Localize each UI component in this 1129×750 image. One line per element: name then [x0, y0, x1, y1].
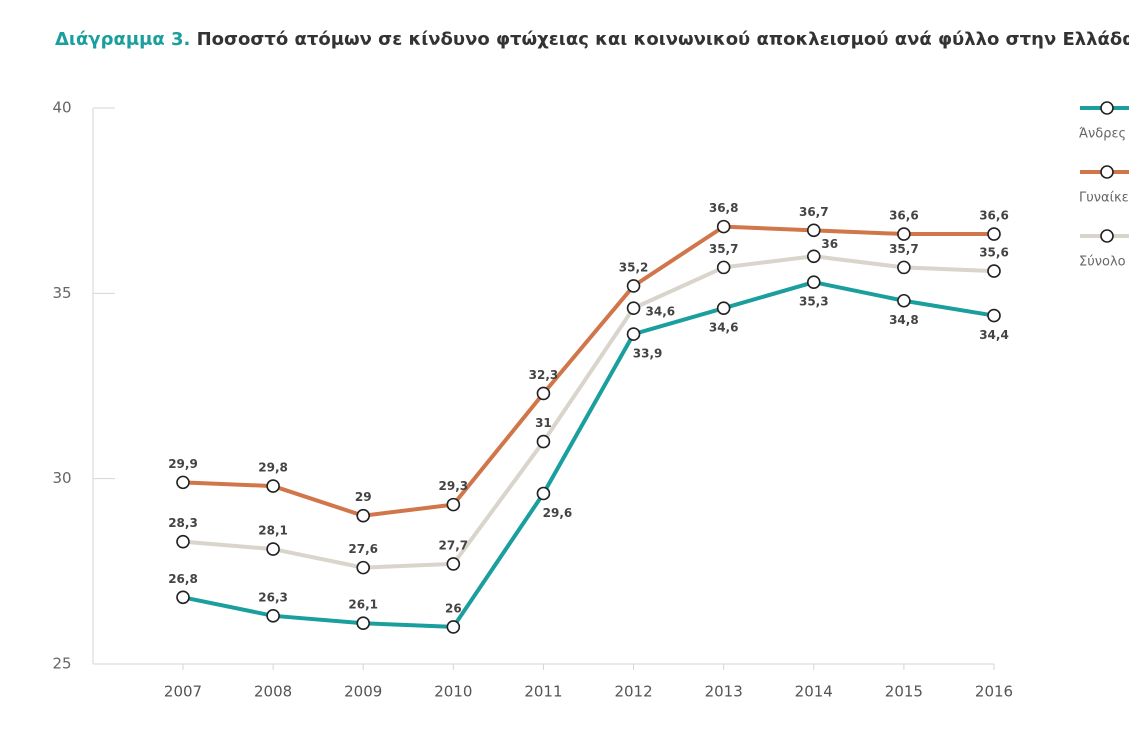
value-label: 29,9 — [168, 457, 198, 471]
data-point — [897, 293, 911, 308]
value-label: 27,7 — [439, 538, 469, 552]
data-point — [536, 434, 551, 449]
value-label: 34,6 — [646, 305, 676, 319]
x-tick-label: 2016 — [975, 683, 1013, 701]
x-tick-label: 2008 — [254, 683, 292, 701]
value-label: 36,8 — [709, 201, 739, 215]
data-point — [987, 227, 1001, 241]
series-line — [182, 254, 995, 570]
value-label: 27,6 — [348, 542, 378, 556]
data-point — [446, 497, 461, 512]
data-point — [356, 560, 371, 575]
value-label: 26,1 — [348, 598, 378, 612]
legend-marker — [1100, 229, 1114, 243]
data-point — [446, 557, 461, 571]
data-point — [356, 616, 371, 631]
value-label: 34,6 — [709, 321, 739, 335]
value-label: 34,8 — [889, 313, 919, 327]
y-tick-label: 30 — [52, 469, 71, 487]
data-point — [806, 223, 821, 238]
data-point — [266, 479, 280, 493]
value-label: 32,3 — [529, 368, 559, 382]
value-label: 35,3 — [799, 295, 829, 309]
title-text: Ποσοστό ατόμων σε κίνδυνο φτώχειας και κ… — [197, 29, 1129, 50]
y-tick-label: 25 — [52, 655, 71, 673]
x-tick-label: 2007 — [164, 683, 202, 701]
value-label: 35,7 — [709, 242, 739, 256]
value-label: 35,7 — [889, 242, 919, 256]
data-point — [716, 219, 731, 234]
data-point — [446, 620, 461, 634]
value-label: 28,3 — [168, 516, 198, 530]
data-point — [626, 279, 641, 293]
data-point — [716, 260, 731, 275]
value-label: 26 — [445, 601, 462, 615]
value-label: 26,3 — [258, 590, 288, 604]
data-point — [266, 542, 280, 556]
legend-marker — [1100, 101, 1114, 115]
data-point — [356, 508, 371, 523]
data-point — [897, 260, 911, 275]
y-tick-label: 40 — [52, 99, 71, 117]
series-line — [182, 224, 994, 518]
value-label: 36,7 — [799, 205, 829, 219]
data-point — [626, 327, 641, 341]
value-label: 26,8 — [168, 572, 198, 586]
legend-label: Γυναίκες — [1079, 191, 1129, 206]
value-label: 36,6 — [979, 209, 1009, 223]
value-label: 31 — [535, 416, 552, 430]
value-label: 35,6 — [979, 246, 1009, 260]
x-tick-label: 2015 — [885, 683, 923, 701]
data-point — [266, 609, 280, 623]
x-tick-label: 2009 — [344, 683, 382, 701]
title-prefix: Διάγραμμα 3. — [55, 29, 190, 50]
chart-title: Διάγραμμα 3. Ποσοστό ατόμων σε κίνδυνο φ… — [55, 29, 1129, 50]
data-point — [897, 227, 911, 241]
value-label: 34,4 — [979, 328, 1009, 342]
value-label: 28,1 — [258, 524, 288, 538]
x-tick-label: 2013 — [705, 683, 743, 701]
x-tick-label: 2010 — [434, 683, 472, 701]
data-point — [806, 275, 821, 290]
data-point — [176, 534, 190, 549]
x-tick-label: 2011 — [524, 683, 562, 701]
x-tick-label: 2012 — [614, 683, 652, 701]
x-tick-label: 2014 — [795, 683, 833, 701]
data-point — [987, 308, 1001, 323]
value-label: 29,8 — [258, 461, 288, 475]
data-point — [806, 249, 821, 264]
data-point — [536, 386, 551, 401]
data-point — [536, 486, 551, 501]
value-label: 29 — [355, 490, 372, 504]
data-point — [716, 301, 731, 315]
data-point — [176, 475, 190, 490]
data-point — [987, 264, 1001, 278]
value-label: 29,6 — [543, 506, 573, 520]
legend-marker — [1100, 165, 1114, 179]
data-point — [626, 301, 641, 315]
value-label: 36,6 — [889, 209, 919, 223]
value-label: 36 — [821, 237, 838, 251]
y-tick-label: 35 — [52, 284, 71, 302]
value-label: 35,2 — [619, 260, 649, 274]
data-point — [176, 590, 190, 605]
legend-label: Άνδρες — [1079, 127, 1126, 142]
legend-label: Σύνολο — [1079, 255, 1126, 270]
series-line — [182, 280, 995, 629]
value-label: 29,3 — [439, 479, 469, 493]
value-label: 33,9 — [633, 347, 663, 361]
